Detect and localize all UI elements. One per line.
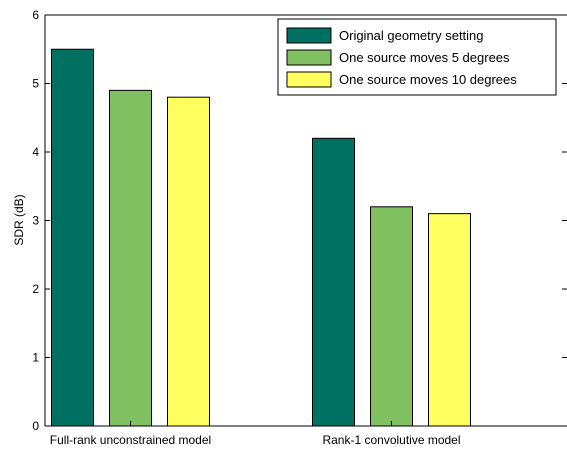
x-axis: Full-rank unconstrained model Rank-1 conv… xyxy=(50,421,461,447)
legend: Original geometry setting One source move… xyxy=(277,18,557,96)
bar xyxy=(109,89,152,427)
y-tick-label: 3 xyxy=(32,214,39,228)
legend-swatch xyxy=(286,71,332,88)
legend-swatch xyxy=(286,27,332,44)
legend-entry: One source moves 5 degrees xyxy=(339,50,510,65)
y-tick-label: 4 xyxy=(32,145,39,159)
bars-group xyxy=(51,48,471,427)
bar xyxy=(312,137,355,427)
legend-entry: One source moves 10 degrees xyxy=(339,72,517,87)
y-tick-label: 2 xyxy=(32,282,39,296)
bar xyxy=(428,213,471,427)
bar xyxy=(51,48,94,427)
legend-swatch xyxy=(286,49,332,66)
y-tick-label: 5 xyxy=(32,77,39,91)
legend-entry: Original geometry setting xyxy=(339,28,484,43)
y-tick-label: 1 xyxy=(32,351,39,365)
y-tick-label: 0 xyxy=(32,419,39,433)
bar xyxy=(167,96,210,427)
y-axis: 0 1 2 3 4 5 6 xyxy=(32,8,567,433)
bar xyxy=(370,206,413,427)
y-tick-label: 6 xyxy=(32,8,39,22)
y-axis-label: SDR (dB) xyxy=(12,194,26,245)
x-tick-label: Rank-1 convolutive model xyxy=(322,433,460,447)
x-tick-label: Full-rank unconstrained model xyxy=(50,433,211,447)
